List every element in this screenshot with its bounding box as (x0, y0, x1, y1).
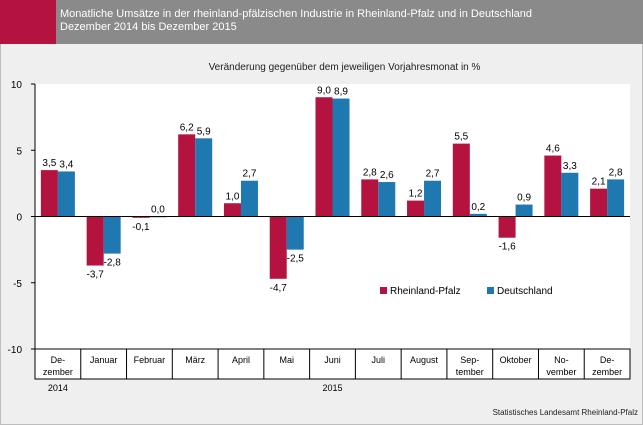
y-tick-label: -5 (13, 279, 22, 290)
bar-deutschland (561, 172, 579, 217)
data-label: 8,9 (334, 87, 348, 98)
data-label: 1,2 (409, 189, 423, 200)
bar-deutschland (286, 216, 304, 250)
data-label: 3,4 (59, 159, 73, 170)
legend-swatch (380, 287, 387, 294)
bar-rheinland-pfalz (590, 188, 608, 217)
y-tick-label: -10 (8, 345, 23, 356)
bar-rheinland-pfalz (361, 179, 379, 217)
bar-deutschland (424, 180, 442, 217)
bar-rheinland-pfalz (452, 143, 470, 217)
data-label: 2,1 (592, 177, 606, 188)
data-label: -3,7 (87, 270, 105, 281)
data-label: -2,8 (104, 258, 122, 269)
legend-swatch (487, 287, 494, 294)
data-label: 9,0 (317, 85, 331, 96)
x-tick-label: De- (600, 355, 615, 365)
bar-rheinland-pfalz (498, 216, 516, 238)
data-label: 3,3 (563, 161, 577, 172)
data-label: 2,7 (426, 169, 440, 180)
title-line-2: Dezember 2014 bis Dezember 2015 (60, 21, 237, 33)
x-tick-label: Mai (279, 355, 294, 365)
data-label: 0,2 (471, 202, 485, 213)
x-tick-label: Juli (372, 355, 386, 365)
y-tick-label: 10 (11, 80, 23, 91)
bar-rheinland-pfalz (40, 170, 58, 217)
x-tick-label: Januar (90, 355, 118, 365)
data-label: 2,8 (609, 167, 623, 178)
legend-label: Rheinland-Pfalz (390, 286, 461, 297)
x-tick-label: Juni (324, 355, 341, 365)
legend-label: Deutschland (497, 286, 553, 297)
source-note: Statistisches Landesamt Rheinland-Pfalz (493, 408, 638, 417)
chart-header (0, 0, 643, 44)
bar-deutschland (240, 180, 258, 217)
x-tick-label: vember (546, 367, 576, 377)
data-label: 0,0 (151, 205, 165, 216)
year-label: 2015 (322, 383, 342, 393)
bar-rheinland-pfalz (86, 216, 104, 266)
data-label: 0,9 (517, 193, 531, 204)
data-label: -0,1 (132, 222, 150, 233)
bar-rheinland-pfalz (223, 203, 241, 217)
bar-rheinland-pfalz (269, 216, 287, 279)
data-label: 1,0 (226, 191, 240, 202)
title-line-1: Monatliche Umsätze in der rheinland-pfäl… (60, 8, 533, 20)
data-label: -4,7 (270, 283, 288, 294)
bar-deutschland (469, 213, 487, 217)
bar-deutschland (607, 179, 625, 217)
data-label: 2,8 (363, 167, 377, 178)
bar-deutschland (195, 138, 213, 217)
x-tick-label: April (232, 355, 250, 365)
header-accent-block (0, 0, 56, 44)
bar-rheinland-pfalz (132, 216, 150, 218)
bar-deutschland (103, 216, 121, 254)
bar-rheinland-pfalz (315, 97, 333, 217)
data-label: 6,2 (180, 122, 194, 133)
bar-rheinland-pfalz (407, 200, 425, 217)
x-tick-label: Oktober (500, 355, 532, 365)
bar-deutschland (378, 182, 396, 217)
x-tick-label: tember (456, 367, 484, 377)
data-label: 4,6 (546, 144, 560, 155)
data-label: 5,9 (197, 126, 211, 137)
data-label: -1,6 (498, 242, 516, 253)
bar-rheinland-pfalz (178, 134, 196, 217)
x-tick-label: zember (43, 367, 73, 377)
x-tick-label: No- (554, 355, 569, 365)
y-tick-label: 0 (16, 213, 22, 224)
bar-deutschland (515, 204, 533, 217)
data-label: 2,7 (243, 169, 257, 180)
data-label: -2,5 (287, 254, 305, 265)
chart-subtitle: Veränderung gegenüber dem jeweiligen Vor… (209, 62, 481, 73)
category-axis-box (34, 348, 631, 380)
bar-deutschland (332, 98, 350, 217)
year-label: 2014 (48, 383, 68, 393)
x-tick-label: zember (592, 367, 622, 377)
bar-deutschland (57, 171, 75, 217)
data-label: 5,5 (454, 132, 468, 143)
x-tick-label: Februar (134, 355, 166, 365)
data-label: 3,5 (42, 158, 56, 169)
x-tick-label: De- (51, 355, 66, 365)
chart-title: Monatliche Umsätze in der rheinland-pfäl… (60, 8, 532, 34)
bar-rheinland-pfalz (544, 155, 562, 217)
x-tick-label: Sep- (460, 355, 479, 365)
data-label: 2,6 (380, 170, 394, 181)
y-tick-label: 5 (16, 146, 22, 157)
x-tick-label: August (410, 355, 439, 365)
x-tick-label: März (185, 355, 205, 365)
